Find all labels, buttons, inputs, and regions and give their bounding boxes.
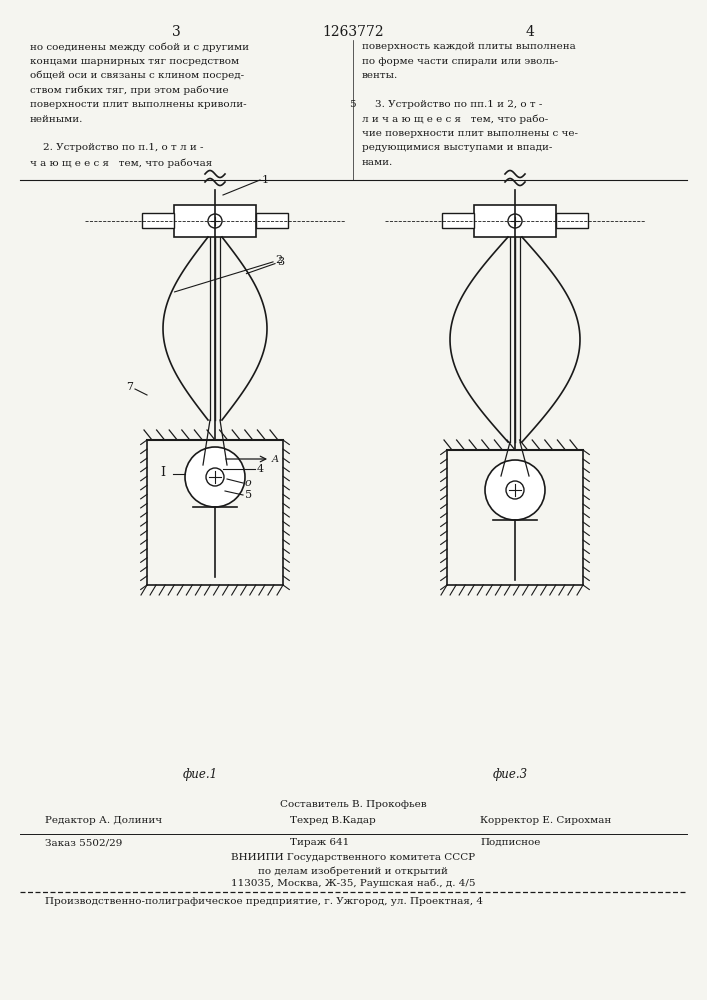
- Circle shape: [506, 481, 524, 499]
- Text: чие поверхности плит выполнены с че-: чие поверхности плит выполнены с че-: [362, 129, 578, 138]
- Text: Техред В.Кадар: Техред В.Кадар: [290, 816, 375, 825]
- Text: нами.: нами.: [362, 158, 393, 167]
- Text: Тираж 641: Тираж 641: [290, 838, 349, 847]
- Bar: [442, 213, 474, 228]
- Text: 2: 2: [275, 255, 282, 265]
- Circle shape: [508, 214, 522, 228]
- Text: Заказ 5502/29: Заказ 5502/29: [45, 838, 122, 847]
- Text: ством гибких тяг, при этом рабочие: ством гибких тяг, при этом рабочие: [30, 86, 228, 95]
- Text: редующимися выступами и впади-: редующимися выступами и впади-: [362, 143, 552, 152]
- Text: Подписное: Подписное: [480, 838, 540, 847]
- Text: 4: 4: [257, 464, 264, 474]
- Text: фие.3: фие.3: [493, 768, 527, 781]
- Text: I: I: [160, 466, 165, 479]
- Bar: [474, 205, 556, 237]
- Text: 1263772: 1263772: [322, 25, 384, 39]
- Circle shape: [185, 447, 245, 507]
- Text: ВНИИПИ Государственного комитета СССР: ВНИИПИ Государственного комитета СССР: [231, 853, 475, 862]
- Text: 4: 4: [525, 25, 534, 39]
- Text: 1: 1: [262, 175, 269, 185]
- Text: л и ч а ю щ е е с я   тем, что рабо-: л и ч а ю щ е е с я тем, что рабо-: [362, 114, 548, 124]
- Text: A: A: [272, 454, 279, 464]
- Circle shape: [206, 468, 224, 486]
- Bar: [174, 205, 256, 237]
- Text: но соединены между собой и с другими: но соединены между собой и с другими: [30, 42, 249, 51]
- Bar: [256, 213, 288, 228]
- Text: 5: 5: [245, 490, 252, 500]
- Text: по делам изобретений и открытий: по делам изобретений и открытий: [258, 866, 448, 876]
- Text: 3. Устройство по пп.1 и 2, о т -: 3. Устройство по пп.1 и 2, о т -: [362, 100, 542, 109]
- Text: 2. Устройство по п.1, о т л и -: 2. Устройство по п.1, о т л и -: [30, 143, 204, 152]
- Text: 7: 7: [126, 382, 133, 392]
- Bar: [556, 213, 588, 228]
- Text: нейными.: нейными.: [30, 114, 83, 123]
- Text: Корректор Е. Сирохман: Корректор Е. Сирохман: [480, 816, 612, 825]
- Bar: [142, 213, 174, 228]
- Text: общей оси и связаны с клином посред-: общей оси и связаны с клином посред-: [30, 71, 244, 81]
- Text: 3: 3: [172, 25, 180, 39]
- Text: венты.: венты.: [362, 71, 398, 80]
- Text: фие.1: фие.1: [182, 768, 218, 781]
- Text: поверхности плит выполнены криволи-: поверхности плит выполнены криволи-: [30, 100, 247, 109]
- Text: o: o: [245, 478, 252, 488]
- Text: 113035, Москва, Ж-35, Раушская наб., д. 4/5: 113035, Москва, Ж-35, Раушская наб., д. …: [230, 879, 475, 888]
- Text: 3: 3: [277, 257, 284, 267]
- Text: Производственно-полиграфическое предприятие, г. Ужгород, ул. Проектная, 4: Производственно-полиграфическое предприя…: [45, 897, 483, 906]
- Text: Редактор А. Долинич: Редактор А. Долинич: [45, 816, 162, 825]
- Text: Составитель В. Прокофьев: Составитель В. Прокофьев: [280, 800, 426, 809]
- Circle shape: [208, 214, 222, 228]
- Text: по форме части спирали или эволь-: по форме части спирали или эволь-: [362, 56, 558, 66]
- Text: 5: 5: [349, 100, 356, 109]
- Text: концами шарнирных тяг посредством: концами шарнирных тяг посредством: [30, 56, 239, 66]
- Circle shape: [485, 460, 545, 520]
- Text: ч а ю щ е е с я   тем, что рабочая: ч а ю щ е е с я тем, что рабочая: [30, 158, 212, 167]
- Text: поверхность каждой плиты выполнена: поверхность каждой плиты выполнена: [362, 42, 575, 51]
